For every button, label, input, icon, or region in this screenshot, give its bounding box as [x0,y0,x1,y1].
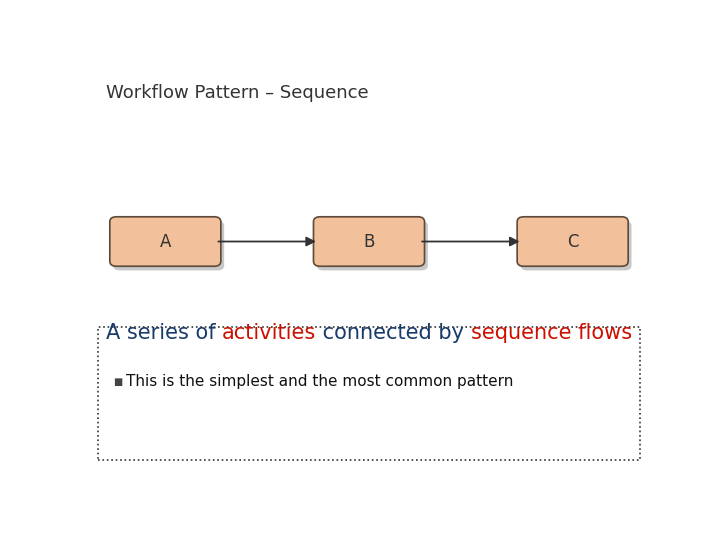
Text: sequence flows: sequence flows [471,323,632,343]
FancyBboxPatch shape [317,221,428,271]
FancyBboxPatch shape [110,217,221,266]
FancyBboxPatch shape [521,221,631,271]
Text: This is the simplest and the most common pattern: This is the simplest and the most common… [126,374,513,389]
Text: B: B [364,233,374,251]
Text: C: C [567,233,578,251]
Text: activities: activities [222,323,316,343]
Text: connected by: connected by [316,323,471,343]
FancyBboxPatch shape [517,217,628,266]
FancyBboxPatch shape [98,327,640,460]
Text: ■: ■ [114,377,122,388]
Text: A series of: A series of [106,323,222,343]
Text: Workflow Pattern – Sequence: Workflow Pattern – Sequence [106,84,368,102]
FancyBboxPatch shape [113,221,224,271]
FancyBboxPatch shape [313,217,425,266]
Text: A: A [160,233,171,251]
